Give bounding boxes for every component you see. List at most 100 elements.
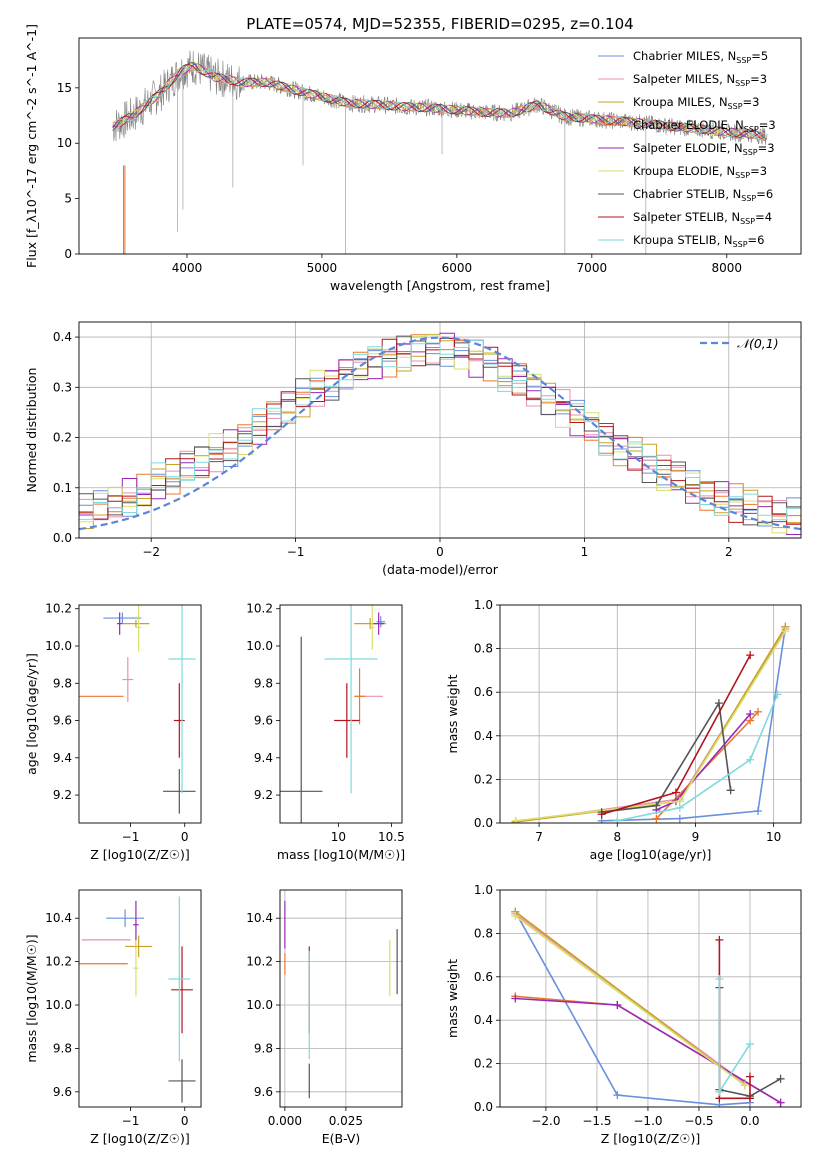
y-tick-label: 10.2 (45, 602, 72, 616)
x-tick-label: 10.5 (378, 830, 405, 844)
age-vs-Z-panel: −1 0 9.2 9.4 9.6 9.8 10.0 10.2 Z [log10(Z/Z☉)] ag… (24, 602, 202, 862)
axes-frame (279, 889, 403, 1108)
series-marker (726, 786, 735, 795)
legend-label: Kroupa MILES, NSSP=3 (633, 95, 759, 111)
series-marker (745, 1072, 754, 1081)
y-axis-label: mass weight (445, 674, 460, 753)
legend-label: Salpeter STELIB, NSSP=4 (633, 210, 772, 226)
mass-vs-EBV-panel: 0.000 0.025 9.6 9.8 10.0 10.2 10.4 E(B-V) (246, 889, 403, 1146)
y-tick-label: 15 (57, 81, 72, 95)
legend-label: Chabrier MILES, NSSP=5 (633, 49, 768, 65)
series-marker (746, 755, 755, 764)
y-axis-label: Flux [f_λ10^-17 erg cm^-2 s^-1 A^-1] (24, 24, 39, 268)
series-marker (613, 1091, 622, 1100)
legend-label: Chabrier STELIB, NSSP=6 (633, 187, 773, 203)
series-marker (781, 627, 790, 636)
series-line (617, 694, 779, 822)
massweight-vs-age-panel: 7 8 9 10 0.0 0.2 0.4 0.6 0.8 1.0 age [log10(age/yr… (445, 598, 802, 862)
y-tick-label: 0.6 (474, 970, 493, 984)
series-line (514, 911, 751, 1106)
series-marker (715, 935, 724, 944)
histogram-step (79, 338, 801, 525)
model-spectrum-line (112, 66, 765, 141)
y-tick-label: 0.2 (474, 1057, 493, 1071)
y-tick-label: 0.3 (53, 380, 72, 394)
x-axis-label: (data-model)/error (382, 562, 499, 577)
y-tick-label: 9.6 (53, 714, 72, 728)
y-tick-label: 0.2 (53, 431, 72, 445)
model-spectrum-line (112, 64, 765, 141)
series-marker (597, 810, 606, 819)
mass-vs-EBV-plot (284, 900, 398, 1099)
y-tick-label: 0.2 (474, 772, 493, 786)
series-marker (652, 814, 661, 823)
x-tick-label: 0.025 (329, 1114, 363, 1128)
y-tick-label: 9.8 (254, 1041, 273, 1055)
series-line (514, 915, 746, 1086)
x-tick-label: −2 (142, 545, 160, 559)
y-tick-label: 9.6 (254, 1085, 273, 1099)
x-tick-label: 7000 (577, 261, 608, 275)
mass-vs-Z-plot (79, 896, 196, 1103)
y-tick-label: 0.8 (474, 926, 493, 940)
x-axis-label: age [log10(age/yr)] (590, 847, 712, 862)
y-axis-label: mass [log10(M/M☉)] (24, 934, 39, 1062)
y-tick-label: 9.8 (53, 676, 72, 690)
histogram-step (79, 339, 801, 521)
series-marker (776, 1098, 785, 1107)
y-tick-label: 9.8 (53, 1041, 72, 1055)
series-marker (511, 816, 520, 823)
y-tick-label: 10.0 (45, 998, 72, 1012)
axes-frame (78, 37, 802, 255)
series-line (515, 626, 787, 823)
histogram-legend: 𝒩(0,1) (700, 336, 779, 351)
y-tick-label: 10.4 (45, 911, 72, 925)
y-axis-label: age [log10(age/yr)] (24, 653, 39, 775)
x-axis-label: E(B-V) (322, 1131, 361, 1146)
series-line (601, 626, 787, 822)
series-marker (675, 814, 684, 823)
y-tick-label: 10.4 (246, 911, 273, 925)
series-marker (754, 807, 762, 816)
y-tick-label: 10 (57, 136, 72, 150)
x-tick-label: 0 (436, 545, 444, 559)
series-marker (671, 788, 680, 797)
x-tick-label: 0.0 (740, 1114, 759, 1128)
spectrum-plot (112, 50, 768, 254)
y-tick-label: 10.0 (45, 639, 72, 653)
series-marker (754, 707, 762, 716)
massweight-vs-Z-panel: −2.0 −1.5 −1.0 −0.5 0.0 0.0 0.2 0.4 0.6 0.8 1.0 Z [… (445, 883, 802, 1146)
x-axis-label: Z [log10(Z/Z☉)] (90, 847, 190, 862)
y-tick-label: 0.1 (53, 481, 72, 495)
legend-label: Chabrier ELODIE, NSSP=3 (633, 118, 776, 134)
normal-curve (79, 336, 801, 531)
residual-histogram-plot (79, 332, 801, 535)
x-tick-label: 8 (613, 830, 621, 844)
x-tick-label: −1 (122, 1114, 140, 1128)
y-tick-label: 5 (64, 192, 72, 206)
x-tick-label: −2.0 (531, 1114, 560, 1128)
series-line (601, 700, 732, 813)
y-tick-label: 0.0 (53, 531, 72, 545)
x-axis-label: Z [log10(Z/Z☉)] (90, 1131, 190, 1146)
series-marker (740, 1081, 749, 1090)
age-vs-Z-plot (79, 605, 196, 814)
x-tick-label: −1.0 (633, 1114, 662, 1128)
figure-title: PLATE=0574, MJD=52355, FIBERID=0295, z=0… (246, 15, 633, 33)
y-tick-label: 9.2 (53, 788, 72, 802)
mass-vs-Z-panel: −1 0 9.6 9.8 10.0 10.2 10.4 Z [log10(Z/Z☉)] mass… (24, 889, 202, 1146)
y-tick-label: 10.0 (246, 639, 273, 653)
y-tick-label: 1.0 (474, 598, 493, 612)
legend-label: Salpeter MILES, NSSP=3 (633, 72, 767, 88)
x-tick-label: 8000 (712, 261, 743, 275)
y-tick-label: 1.0 (474, 883, 493, 897)
axes-frame (78, 889, 202, 1108)
observed-spectrum-line (112, 50, 768, 146)
y-tick-label: 9.6 (254, 714, 273, 728)
x-tick-label: −1.5 (582, 1114, 611, 1128)
x-tick-label: 10 (331, 830, 346, 844)
x-tick-label: 0 (181, 1114, 189, 1128)
x-tick-label: 10 (766, 830, 781, 844)
x-tick-label: 2 (725, 545, 733, 559)
residual-histogram-panel: −2 −1 0 1 2 0.0 0.1 0.2 0.3 0.4 (data-model)/error… (24, 321, 802, 577)
